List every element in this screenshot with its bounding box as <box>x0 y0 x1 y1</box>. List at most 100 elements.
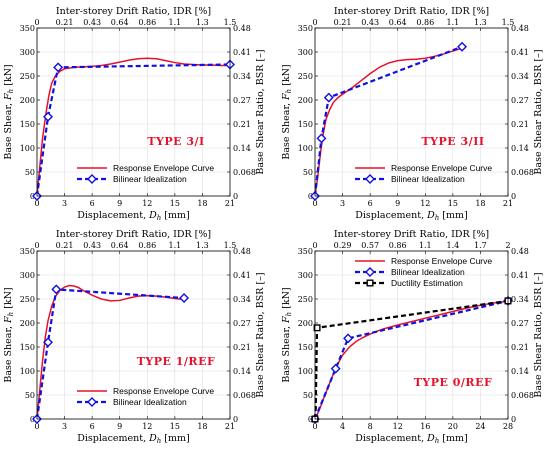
panel-2: 0 3 6 9 12 15 18 210 0.21 0.43 0.64 0.86 1.1 1.3 1.505… <box>281 6 544 222</box>
y2-tick-label: 0.27 <box>511 319 529 328</box>
x2-tick-label: 0.86 <box>138 241 156 250</box>
data-point-marker <box>343 333 354 344</box>
y-tick-label: 0 <box>30 192 35 201</box>
panel-1: 0 3 6 9 12 15 18 210 0.21 0.43 0.64 0.86 1.1 1.3 1.505… <box>3 6 266 222</box>
legend-entry: Response Envelope Curve <box>113 163 214 173</box>
legend-entry: Bilinear Idealization <box>391 174 465 184</box>
y2-tick-label: 0 <box>233 415 238 424</box>
y2-tick-label: 0.21 <box>233 343 251 352</box>
y2-tick-label: 0.41 <box>511 48 529 57</box>
x2-tick-label: 1.1 <box>419 241 432 250</box>
data-point-marker <box>53 62 64 73</box>
x-tick-label: 15 <box>448 199 458 208</box>
x-tick-label: 15 <box>170 422 180 431</box>
x2-tick-label: 1.3 <box>474 18 487 27</box>
series-line-2 <box>35 63 231 197</box>
y2-tick-label: 0.21 <box>511 343 529 352</box>
y-tick-label: 350 <box>298 24 313 33</box>
y2-tick-label: 0.14 <box>233 144 251 153</box>
x-tick-label: 9 <box>117 199 122 208</box>
x-tick-label: 6 <box>90 199 95 208</box>
y-tick-label: 300 <box>20 271 35 280</box>
x-tick-label: 0 <box>34 199 39 208</box>
x2-axis-title: Inter-storey Drift Ratio, IDR [%] <box>334 229 489 240</box>
x2-tick-label: 0.21 <box>56 18 74 27</box>
y2-tick-label: 0.27 <box>511 96 529 105</box>
x2-tick-label: 2 <box>505 241 510 250</box>
y2-tick-label: 0.21 <box>511 120 529 129</box>
x-tick-label: 6 <box>368 199 373 208</box>
y2-tick-label: 0.068 <box>511 168 534 177</box>
y2-tick-label: 0.14 <box>233 367 251 376</box>
x2-tick-label: 0 <box>34 18 39 27</box>
y2-tick-label: 0.34 <box>233 295 251 304</box>
x-tick-label: 8 <box>368 422 373 431</box>
y-tick-label: 50 <box>303 391 313 400</box>
y2-tick-label: 0.27 <box>233 96 251 105</box>
x2-tick-label: 0.86 <box>416 18 434 27</box>
x2-tick-label: 1.5 <box>502 18 515 27</box>
y-axis-title: Base Shear, Fh [kN] <box>3 287 15 382</box>
x2-tick-label: 1.7 <box>474 241 487 250</box>
y-axis-title: Base Shear, Fh [kN] <box>281 64 293 159</box>
x-tick-label: 0 <box>312 199 317 208</box>
x-tick-label: 16 <box>420 422 430 431</box>
y-tick-label: 200 <box>298 96 313 105</box>
y-tick-label: 300 <box>298 271 313 280</box>
x2-tick-label: 1.1 <box>168 18 181 27</box>
x-tick-label: 0 <box>34 422 39 431</box>
series-line-3 <box>313 299 509 420</box>
x-tick-label: 15 <box>170 199 180 208</box>
x2-tick-label: 0.86 <box>389 241 407 250</box>
data-point-marker <box>323 92 334 103</box>
data-point-marker <box>330 363 341 374</box>
y-axis-title: Base Shear, Fh [kN] <box>3 64 15 159</box>
y-tick-label: 250 <box>298 295 313 304</box>
y-tick-label: 300 <box>20 48 35 57</box>
series-line-1 <box>314 47 463 197</box>
x2-tick-label: 0.29 <box>334 241 352 250</box>
y-tick-label: 200 <box>20 319 35 328</box>
y2-tick-label: 0.068 <box>233 391 256 400</box>
y-tick-label: 150 <box>298 120 313 129</box>
series-line-2 <box>313 45 463 197</box>
plot-frame <box>36 27 231 197</box>
x2-tick-label: 0.21 <box>56 241 74 250</box>
y2-tick-label: 0.21 <box>233 120 251 129</box>
x2-tick-label: 0.43 <box>361 18 379 27</box>
data-point-marker <box>43 337 54 348</box>
x2-tick-label: 0 <box>34 241 39 250</box>
x2-axis-title: Inter-storey Drift Ratio, IDR [%] <box>334 6 489 17</box>
data-point-marker <box>457 41 468 52</box>
y-tick-label: 50 <box>25 391 35 400</box>
x2-tick-label: 1.3 <box>196 18 209 27</box>
x2-tick-label: 0.64 <box>111 18 129 27</box>
x2-tick-label: 1.4 <box>446 241 459 250</box>
x2-axis-title: Inter-storey Drift Ratio, IDR [%] <box>56 6 211 17</box>
y-tick-label: 50 <box>303 168 313 177</box>
legend-entry: Bilinear Idealization <box>113 397 187 407</box>
x2-tick-label: 1.5 <box>224 18 237 27</box>
x-tick-label: 18 <box>197 422 207 431</box>
x2-tick-label: 0.64 <box>111 241 129 250</box>
x-axis-title: Displacement, Dh [mm] <box>77 210 189 222</box>
series-line-2 <box>35 288 185 420</box>
x2-tick-label: 1.1 <box>446 18 459 27</box>
x2-tick-label: 0.43 <box>83 18 101 27</box>
y-tick-label: 200 <box>20 96 35 105</box>
x-tick-label: 9 <box>395 199 400 208</box>
x-tick-label: 12 <box>142 199 152 208</box>
x-axis-title: Displacement, Dh [mm] <box>355 433 467 445</box>
legend-marker <box>365 174 375 184</box>
x-tick-label: 20 <box>448 422 458 431</box>
y2-axis-title: Base Shear Ratio, BSR [–] <box>533 49 544 174</box>
y2-tick-label: 0.41 <box>233 48 251 57</box>
y2-tick-label: 0.34 <box>233 72 251 81</box>
x-tick-label: 24 <box>475 422 485 431</box>
y-tick-label: 350 <box>298 247 313 256</box>
plot-frame <box>314 250 509 420</box>
data-point-marker <box>43 111 54 122</box>
x2-tick-label: 0 <box>312 18 317 27</box>
x2-tick-label: 1.5 <box>224 241 237 250</box>
